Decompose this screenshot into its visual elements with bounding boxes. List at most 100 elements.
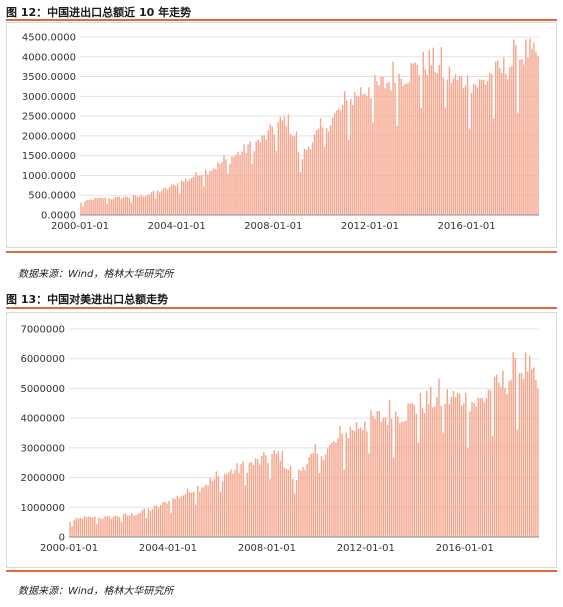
bar — [195, 172, 197, 215]
bar — [168, 500, 170, 537]
bar — [285, 468, 288, 537]
bar — [409, 403, 411, 537]
bar — [491, 435, 494, 537]
bar — [309, 149, 312, 215]
bar — [329, 445, 331, 537]
y-tick-label: 6000000 — [20, 354, 65, 365]
bar — [253, 151, 255, 215]
bar — [349, 426, 352, 537]
bar — [102, 518, 104, 537]
bar — [269, 124, 271, 215]
bar — [419, 393, 422, 537]
bar — [384, 88, 386, 215]
bar — [96, 198, 98, 215]
bar — [199, 491, 201, 537]
bar — [236, 463, 238, 537]
bar — [405, 420, 407, 537]
bar — [172, 497, 174, 537]
bar — [211, 170, 213, 215]
bar — [257, 139, 259, 215]
bar — [460, 76, 463, 215]
bar — [267, 129, 269, 215]
bar — [342, 104, 344, 215]
bar — [207, 174, 209, 215]
bar — [535, 380, 537, 537]
bar — [321, 127, 324, 215]
bar — [124, 196, 126, 215]
bar — [243, 144, 245, 215]
bar — [131, 513, 133, 537]
bar — [263, 452, 265, 537]
bar — [471, 401, 473, 537]
bar — [164, 187, 167, 215]
bar — [404, 84, 406, 215]
bar — [306, 464, 308, 537]
bar — [523, 64, 525, 216]
bar — [493, 376, 496, 537]
bar — [485, 398, 488, 537]
bar — [291, 479, 294, 537]
bar — [267, 463, 269, 537]
x-tick-label: 2004-01-01 — [148, 221, 206, 232]
bar — [158, 192, 161, 215]
bar — [281, 120, 284, 215]
bar — [245, 153, 247, 215]
bar — [265, 455, 267, 537]
bar — [149, 510, 152, 537]
bar — [297, 152, 300, 215]
bar — [511, 65, 513, 215]
bar — [122, 197, 124, 215]
bar — [537, 56, 539, 216]
bar — [150, 192, 153, 215]
bar — [406, 83, 408, 215]
y-tick-label: 2000.0000 — [22, 131, 76, 142]
bar — [438, 64, 441, 215]
figure-12-title: 图 12：中国进出口总额近 10 年走势 — [6, 6, 192, 19]
y-tick-label: 3500.0000 — [22, 72, 76, 83]
bar — [348, 139, 350, 215]
bar — [396, 125, 398, 215]
bar — [273, 450, 275, 537]
bar — [164, 501, 166, 537]
bar — [106, 516, 108, 537]
bar — [529, 355, 531, 537]
bar — [205, 169, 207, 215]
bar — [466, 75, 469, 215]
bar — [133, 515, 135, 537]
bar — [418, 75, 420, 215]
bar — [395, 411, 397, 537]
bar — [366, 431, 368, 537]
bar — [512, 352, 514, 537]
y-tick-label: 1000.0000 — [22, 171, 76, 182]
bar — [144, 196, 147, 215]
bar — [201, 174, 203, 215]
bar — [197, 485, 199, 537]
bar — [382, 417, 385, 537]
bar — [298, 469, 300, 537]
bar — [300, 471, 302, 537]
bar — [533, 42, 535, 215]
bar — [263, 135, 265, 215]
bar — [486, 80, 489, 215]
title-rule — [6, 307, 557, 309]
bar — [100, 518, 102, 537]
bar — [358, 96, 360, 215]
bar — [110, 199, 112, 215]
bar — [73, 520, 75, 537]
bar — [116, 196, 118, 215]
bar — [279, 460, 282, 537]
bar — [531, 369, 533, 537]
bar — [473, 403, 475, 537]
bar — [75, 518, 77, 537]
bar — [527, 57, 529, 215]
trade-total-bar-chart: 0.0000 500.0000 1000.0000 1500.0000 2000.000… — [22, 33, 539, 232]
bar — [193, 177, 195, 215]
bar — [533, 367, 535, 537]
bar — [380, 76, 382, 215]
bar — [503, 57, 505, 215]
bar — [315, 130, 318, 215]
x-tick-label: 2004-01-01 — [139, 543, 197, 554]
bar — [438, 378, 440, 537]
bar — [312, 453, 314, 537]
bar — [475, 406, 477, 537]
